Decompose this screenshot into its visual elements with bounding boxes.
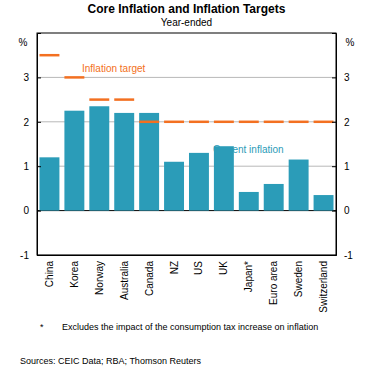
y-label: % <box>346 37 355 48</box>
tick-mark <box>37 122 41 123</box>
target-dash <box>164 121 184 124</box>
bar <box>64 111 84 211</box>
tick-label: Korea <box>69 261 80 288</box>
tick-mark <box>37 166 41 167</box>
bar <box>189 153 209 211</box>
tick-label: US <box>193 261 204 275</box>
target-dash <box>64 76 84 79</box>
tick: China <box>44 261 55 288</box>
y-axis: -1 0 1 2 3 <box>332 34 353 261</box>
grid <box>37 77 336 255</box>
bar <box>114 113 134 211</box>
tick: Norway <box>94 261 105 295</box>
tick: US <box>193 261 204 275</box>
tick-label: Australia <box>119 261 130 300</box>
tick: Korea <box>69 261 80 288</box>
bar <box>39 157 59 210</box>
tick: NZ <box>169 261 180 274</box>
tick-label: 3 <box>344 72 350 83</box>
target-dash <box>189 121 209 124</box>
footnote-marker: * <box>40 322 44 332</box>
tick-label: Japan* <box>243 261 254 292</box>
bar <box>264 184 284 211</box>
bar <box>139 113 159 211</box>
tick-mark <box>332 122 336 123</box>
target-dash <box>239 121 259 124</box>
tick-mark <box>332 211 336 212</box>
target-dash <box>114 98 134 101</box>
bar <box>164 162 184 211</box>
tick: 2 <box>23 117 41 128</box>
tick: Euro area <box>268 261 279 305</box>
plot-area <box>39 55 333 210</box>
tick: Sweden <box>293 261 304 297</box>
target-dash <box>314 121 334 124</box>
bar <box>314 195 334 211</box>
grid-line <box>37 77 336 78</box>
axis-line <box>332 34 337 256</box>
tick-label: 0 <box>23 205 29 216</box>
tick-label: NZ <box>169 261 180 274</box>
tick-label: China <box>44 261 55 288</box>
title: Core Inflation and Inflation Targets <box>88 2 286 16</box>
tick: 3 <box>332 72 350 83</box>
tick: 1 <box>23 161 41 172</box>
tick-mark <box>37 77 41 78</box>
tick-label: Switzerland <box>318 261 329 313</box>
series-label: Current inflation <box>213 144 284 155</box>
bar <box>89 106 109 210</box>
target-dash <box>139 121 159 124</box>
y-label: % <box>19 37 28 48</box>
target-dash <box>289 121 309 124</box>
tick-label: 0 <box>344 205 350 216</box>
bar <box>214 146 234 210</box>
tick: 0 <box>23 205 41 216</box>
tick-label: -1 <box>20 250 29 261</box>
subtitle: Year-ended <box>161 17 212 28</box>
bar <box>239 192 259 211</box>
tick: Switzerland <box>318 261 329 313</box>
tick-mark <box>332 166 336 167</box>
chart: Core Inflation and Inflation TargetsYear… <box>0 0 373 370</box>
tick-label: 1 <box>23 161 29 172</box>
tick-label: 3 <box>23 72 29 83</box>
tick-label: Canada <box>144 261 155 296</box>
tick: 0 <box>332 205 350 216</box>
source: Sources: CEIC Data; RBA; Thomson Reuters <box>20 356 201 366</box>
tick-label: -1 <box>344 250 353 261</box>
x-axis: China Korea Norway Australia Canada NZ US UK Jap… <box>38 256 337 313</box>
tick: Japan* <box>243 261 254 292</box>
target-dash <box>214 121 234 124</box>
footnote: Excludes the impact of the consumption t… <box>62 322 318 332</box>
bar <box>289 160 309 211</box>
series <box>39 106 333 210</box>
axis-line <box>38 255 337 256</box>
tick-label: 2 <box>23 117 29 128</box>
tick: UK <box>218 261 229 275</box>
tick-label: UK <box>218 261 229 275</box>
tick-mark <box>37 211 41 212</box>
tick: 2 <box>332 117 350 128</box>
tick-label: 2 <box>344 117 350 128</box>
tick-mark <box>332 77 336 78</box>
axis-line <box>38 34 42 256</box>
target-dash <box>89 98 109 101</box>
tick: Australia <box>119 261 130 300</box>
series-label: Inflation target <box>82 63 146 74</box>
tick-label: Norway <box>94 261 105 295</box>
tick: 3 <box>23 72 41 83</box>
target-dash <box>264 121 284 124</box>
tick: Canada <box>144 261 155 296</box>
tick-label: 1 <box>344 161 350 172</box>
tick-label: Euro area <box>268 261 279 305</box>
tick: 1 <box>332 161 350 172</box>
y-axis: -1 0 1 2 3 <box>20 34 41 261</box>
series <box>39 55 333 122</box>
target-dash <box>39 54 59 57</box>
frame <box>37 33 336 255</box>
tick-label: Sweden <box>293 261 304 297</box>
